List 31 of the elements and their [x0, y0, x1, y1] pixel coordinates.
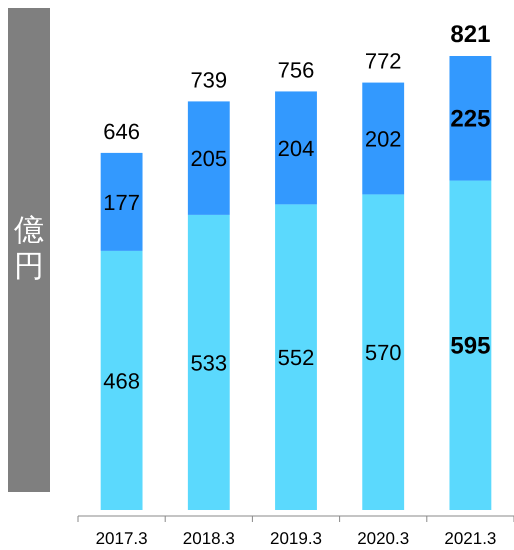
bar	[449, 56, 492, 181]
data-label: 570	[364, 340, 402, 366]
bar	[362, 194, 404, 510]
bar	[362, 82, 404, 194]
total-label: 821	[450, 21, 490, 48]
data-label: 595	[450, 332, 490, 360]
bar	[188, 214, 230, 510]
y-axis-title: 億円	[14, 214, 44, 283]
total-label: 646	[103, 118, 140, 144]
total-label: 739	[190, 67, 228, 92]
bar	[188, 101, 230, 215]
data-label: 204	[278, 136, 314, 161]
bar	[275, 204, 317, 510]
total-label: 772	[364, 48, 402, 74]
x-tick-label: 2021.3	[444, 529, 496, 548]
x-tick-label: 2020.3	[357, 529, 410, 548]
data-label: 533	[190, 350, 228, 376]
bar	[275, 91, 317, 204]
x-tick-label: 2018.3	[182, 529, 235, 548]
x-tick-label: 2017.3	[96, 529, 148, 548]
total-label: 756	[278, 57, 314, 82]
data-label: 202	[364, 126, 402, 152]
data-label: 205	[190, 146, 228, 172]
data-label: 177	[103, 190, 140, 215]
bar	[100, 250, 143, 510]
x-tick-label: 2019.3	[270, 529, 322, 548]
bar	[100, 152, 143, 251]
data-label: 552	[278, 345, 314, 370]
data-label: 468	[103, 368, 140, 394]
data-label: 225	[450, 105, 490, 132]
bar	[449, 180, 492, 510]
